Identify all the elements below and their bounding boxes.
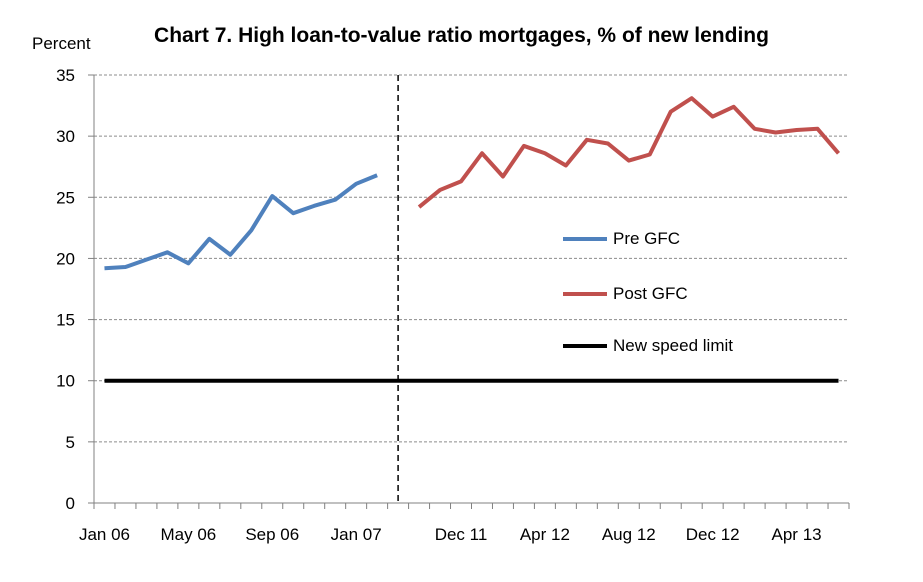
- series-line-pre-gfc: [104, 173, 378, 271]
- x-tick-label: Sep 06: [245, 525, 299, 544]
- x-tick-label: Apr 12: [520, 525, 570, 544]
- y-tick-label: 0: [66, 494, 75, 513]
- y-tick-label: 25: [56, 188, 75, 207]
- y-axis-unit-label: Percent: [32, 34, 91, 53]
- legend-swatch-pre-gfc: [563, 237, 607, 241]
- series-line-post-gfc: [417, 96, 841, 209]
- legend-item-post-gfc: Post GFC: [563, 284, 688, 304]
- x-tick-label: Dec 11: [435, 525, 488, 544]
- y-tick-label: 10: [56, 372, 75, 391]
- legend-label-post-gfc: Post GFC: [613, 284, 688, 303]
- y-tick-label: 5: [66, 433, 75, 452]
- x-tick-label: Jan 06: [79, 525, 130, 544]
- y-tick-label: 35: [56, 66, 75, 85]
- x-tick-label: May 06: [161, 525, 217, 544]
- y-tick-label: 30: [56, 127, 75, 146]
- legend-swatch-new-speed-limit: [563, 344, 607, 348]
- y-tick-label: 20: [56, 249, 75, 268]
- legend-label-pre-gfc: Pre GFC: [613, 229, 681, 248]
- chart-title: Chart 7. High loan-to-value ratio mortga…: [154, 24, 769, 47]
- legend-label-new-speed-limit: New speed limit: [613, 336, 733, 355]
- legend-item-pre-gfc: Pre GFC: [563, 229, 680, 249]
- x-tick-label: Apr 13: [772, 525, 822, 544]
- x-tick-label: Aug 12: [602, 525, 656, 544]
- x-tick-label: Dec 12: [686, 525, 740, 544]
- legend-swatch-post-gfc: [563, 292, 607, 296]
- x-tick-label: Jan 07: [331, 525, 382, 544]
- legend-item-new-speed-limit: New speed limit: [563, 336, 733, 356]
- y-tick-label: 15: [56, 311, 75, 330]
